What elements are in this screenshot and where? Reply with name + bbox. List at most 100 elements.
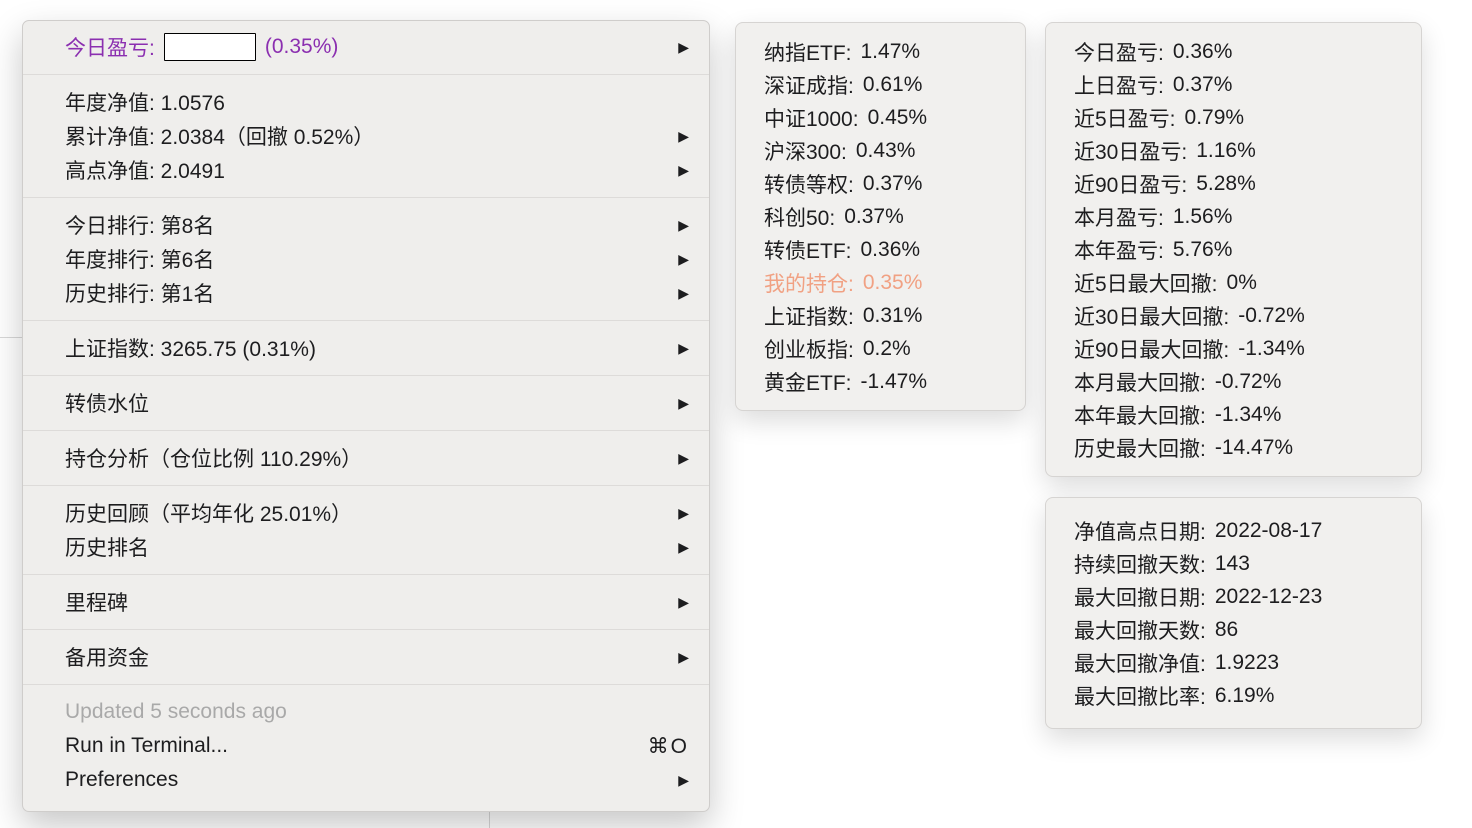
index-performance-row[interactable]: 转债ETF: 0.36%: [736, 233, 1025, 266]
stat-value: -14.47%: [1214, 435, 1294, 459]
menu-item-run-in-terminal[interactable]: Run in Terminal... ⌘O: [23, 729, 709, 763]
index-performance-row[interactable]: 沪深300: 0.43%: [736, 134, 1025, 167]
submenu-arrow-icon: ▶: [678, 449, 689, 466]
menu-item-cumulative-nav[interactable]: 累计净值: 2.0384（回撤 0.52%） ▶: [23, 119, 709, 153]
stat-value: 5.28%: [1196, 171, 1256, 195]
stat-label: 黄金ETF:: [764, 371, 852, 395]
menu-item-label: Preferences: [65, 768, 179, 791]
stat-label: 净值高点日期:: [1074, 520, 1206, 544]
keyboard-shortcut: ⌘O: [647, 734, 689, 758]
index-performance-row[interactable]: 创业板指: 0.2%: [736, 332, 1025, 365]
drawdown-stat-row[interactable]: 最大回撤净值: 1.9223: [1046, 646, 1421, 679]
pnl-stat-row[interactable]: 本月盈亏: 1.56%: [1046, 200, 1421, 233]
menu-item-sse-index[interactable]: 上证指数: 3265.75 (0.31%) ▶: [23, 331, 709, 365]
menu-item-label: 历史排行: 第1名: [65, 283, 215, 306]
menu-item-content: 高点净值: 2.0491: [65, 155, 225, 185]
stat-label: 最大回撤比率:: [1074, 685, 1206, 709]
redacted-value-box: [163, 33, 256, 61]
menu-item-history-ranking[interactable]: 历史排名 ▶: [23, 530, 709, 564]
stat-value: 1.47%: [860, 39, 921, 63]
menu-item-position-analysis[interactable]: 持仓分析（仓位比例 110.29%） ▶: [23, 441, 709, 475]
stat-label: 中证1000:: [764, 107, 859, 131]
menu-item-label: Updated 5 seconds ago: [65, 700, 287, 723]
menu-item-annual-nav[interactable]: 年度净值: 1.0576: [23, 85, 709, 119]
index-performance-row[interactable]: 纳指ETF: 1.47%: [736, 35, 1025, 68]
menu-item-today-pnl[interactable]: 今日盈亏: (0.35%) ▶: [23, 30, 709, 64]
index-performance-row[interactable]: 深证成指: 0.61%: [736, 68, 1025, 101]
menu-item-peak-nav[interactable]: 高点净值: 2.0491 ▶: [23, 153, 709, 187]
stat-label: 沪深300:: [764, 140, 847, 164]
drawdown-stat-row[interactable]: 最大回撤比率: 6.19%: [1046, 679, 1421, 712]
stat-label: 近90日最大回撤:: [1074, 338, 1230, 362]
index-performance-row[interactable]: 上证指数: 0.31%: [736, 299, 1025, 332]
pnl-stat-row[interactable]: 近5日盈亏: 0.79%: [1046, 101, 1421, 134]
stat-value: 5.76%: [1172, 237, 1233, 261]
stat-value: 0.37%: [862, 171, 923, 195]
stat-value: -0.72%: [1238, 303, 1305, 327]
stat-label: 最大回撤净值:: [1074, 652, 1206, 676]
stat-value: 1.16%: [1196, 138, 1256, 162]
pnl-stat-row[interactable]: 近30日最大回撤: -0.72%: [1046, 299, 1421, 332]
menu-item-history-review[interactable]: 历史回顾（平均年化 25.01%） ▶: [23, 496, 709, 530]
menu-item-content: 年度排行: 第6名: [65, 244, 214, 274]
stat-value: 0.61%: [862, 72, 923, 96]
drawdown-stats-submenu: 净值高点日期: 2022-08-17 持续回撤天数: 143 最大回撤日期: 2022-1…: [1045, 497, 1422, 729]
menu-item-label: 今日排行: 第8名: [65, 215, 215, 238]
pnl-stat-row[interactable]: 上日盈亏: 0.37%: [1046, 68, 1421, 101]
pnl-stat-row[interactable]: 近90日盈亏: 5.28%: [1046, 167, 1421, 200]
menu-item-preferences[interactable]: Preferences ▶: [23, 763, 709, 797]
menu-item-content: 历史排名: [65, 532, 149, 562]
menu-item-content: 转债水位: [65, 388, 149, 418]
drawdown-stat-row[interactable]: 最大回撤日期: 2022-12-23: [1046, 580, 1421, 613]
menu-item-reserve-funds[interactable]: 备用资金 ▶: [23, 640, 709, 674]
menu-separator: [23, 74, 709, 75]
index-performance-row[interactable]: 转债等权: 0.37%: [736, 167, 1025, 200]
menu-separator: [23, 320, 709, 321]
menu-item-annual-rank[interactable]: 年度排行: 第6名 ▶: [23, 242, 709, 276]
stat-value: 0.2%: [862, 336, 911, 360]
stat-label: 今日盈亏:: [1074, 41, 1164, 65]
menu-item-label: 里程碑: [65, 592, 128, 615]
stat-label: 历史最大回撤:: [1074, 437, 1206, 461]
index-performance-row[interactable]: 我的持仓: 0.35%: [736, 266, 1025, 299]
index-performance-submenu: 纳指ETF: 1.47% 深证成指: 0.61% 中证1000: 0.45% 沪深300: 0…: [735, 22, 1026, 411]
stat-label: 本月盈亏:: [1074, 206, 1164, 230]
stat-label: 近90日盈亏:: [1074, 173, 1188, 197]
stat-value: 0.36%: [1172, 39, 1233, 63]
menu-item-convertible-water-level[interactable]: 转债水位 ▶: [23, 386, 709, 420]
submenu-arrow-icon: ▶: [678, 284, 689, 301]
menu-item-content: 累计净值: 2.0384（回撤 0.52%）: [65, 121, 374, 151]
pnl-stat-row[interactable]: 今日盈亏: 0.36%: [1046, 35, 1421, 68]
pnl-stat-row[interactable]: 近30日盈亏: 1.16%: [1046, 134, 1421, 167]
index-performance-row[interactable]: 科创50: 0.37%: [736, 200, 1025, 233]
menu-item-content: 今日排行: 第8名: [65, 210, 214, 240]
menu-separator: [23, 430, 709, 431]
pnl-stat-row[interactable]: 本年最大回撤: -1.34%: [1046, 398, 1421, 431]
drawdown-stat-row[interactable]: 最大回撤天数: 86: [1046, 613, 1421, 646]
pnl-stat-row[interactable]: 本年盈亏: 5.76%: [1046, 233, 1421, 266]
stat-label: 近30日盈亏:: [1074, 140, 1188, 164]
pnl-stat-row[interactable]: 本月最大回撤: -0.72%: [1046, 365, 1421, 398]
stat-label: 近5日最大回撤:: [1074, 272, 1218, 296]
menu-item-label: 上证指数: 3265.75 (0.31%): [65, 338, 316, 361]
menu-item-today-rank[interactable]: 今日排行: 第8名 ▶: [23, 208, 709, 242]
menu-item-milestone[interactable]: 里程碑 ▶: [23, 585, 709, 619]
pnl-stat-row[interactable]: 近90日最大回撤: -1.34%: [1046, 332, 1421, 365]
menu-separator: [23, 684, 709, 685]
menu-separator: [23, 375, 709, 376]
stat-label: 近5日盈亏:: [1074, 107, 1176, 131]
stat-label: 近30日最大回撤:: [1074, 305, 1230, 329]
submenu-arrow-icon: ▶: [678, 38, 689, 55]
menu-item-history-rank[interactable]: 历史排行: 第1名 ▶: [23, 276, 709, 310]
menu-item-content: 备用资金: [65, 642, 149, 672]
menu-item-label: 历史排名: [65, 537, 149, 560]
drawdown-stat-row[interactable]: 净值高点日期: 2022-08-17: [1046, 514, 1421, 547]
stat-value: -1.34%: [1238, 336, 1305, 360]
drawdown-stat-row[interactable]: 持续回撤天数: 143: [1046, 547, 1421, 580]
index-performance-row[interactable]: 中证1000: 0.45%: [736, 101, 1025, 134]
pnl-stat-row[interactable]: 历史最大回撤: -14.47%: [1046, 431, 1421, 464]
pnl-stat-row[interactable]: 近5日最大回撤: 0%: [1046, 266, 1421, 299]
menu-item-value: (0.35%): [264, 35, 339, 58]
index-performance-row[interactable]: 黄金ETF: -1.47%: [736, 365, 1025, 398]
menu-item-content: 历史排行: 第1名: [65, 278, 214, 308]
